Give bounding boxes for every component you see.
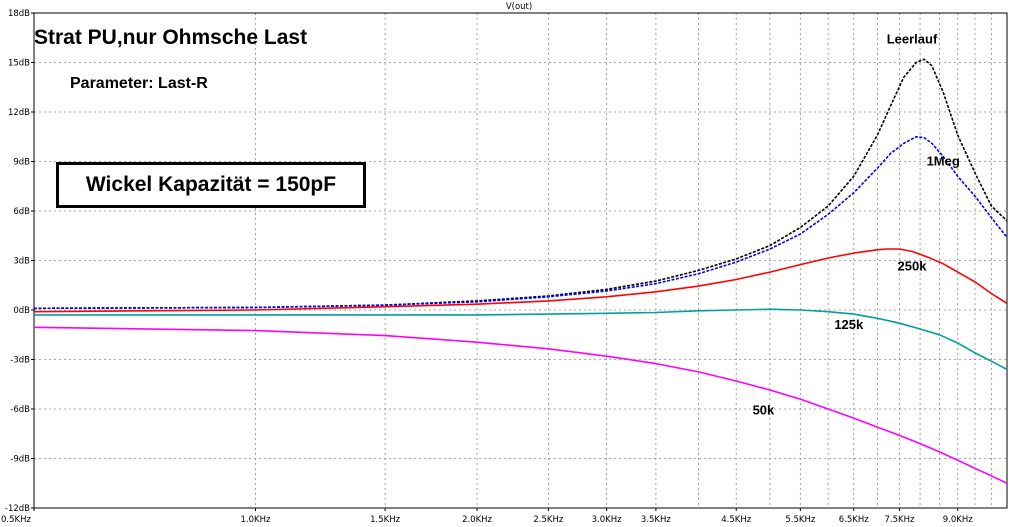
x-tick-label: 1.5KHz — [370, 515, 400, 525]
trace-label-50k: 50k — [753, 403, 775, 418]
trace-leerlauf — [33, 58, 1008, 310]
y-tick-label: 0dB — [13, 306, 30, 316]
grid — [34, 13, 1007, 508]
y-tick-label: 3dB — [13, 257, 30, 267]
trace-250k — [33, 248, 1008, 313]
trace-labels: Leerlauf 1Meg 250k 125k 50k — [753, 31, 960, 417]
y-tick-label: -9dB — [10, 455, 30, 465]
x-tick-label: 1.0KHz — [241, 515, 271, 525]
x-tick-label: 6.5KHz — [839, 515, 869, 525]
annotation-parameter: Parameter: Last-R — [70, 75, 208, 92]
x-tick-label: 3.5KHz — [641, 515, 671, 525]
x-tick-label: 9.0KHz — [943, 515, 973, 525]
trace-50k — [33, 326, 1008, 485]
x-tick-label: 2.5KHz — [533, 515, 563, 525]
x-tick-label: 5.5KHz — [785, 515, 815, 525]
trace-label-leerlauf: Leerlauf — [887, 31, 938, 46]
plot-title: V(out) — [506, 2, 532, 12]
trace-125k — [34, 308, 1008, 371]
y-tick-label: 9dB — [13, 158, 30, 168]
x-axis: 0.5KHz 1.0KHz 1.5KHz 2.0KHz 2.5KHz 3.0KHz 3.5K… — [1, 508, 973, 525]
trace-label-125k: 125k — [834, 317, 864, 332]
x-tick-label: 2.0KHz — [462, 515, 492, 525]
y-tick-label: -6dB — [10, 405, 30, 415]
y-tick-label: 18dB — [8, 9, 30, 19]
x-tick-label: 7.5KHz — [884, 515, 914, 525]
y-tick-label: -12dB — [5, 504, 30, 514]
y-tick-label: 6dB — [13, 207, 30, 217]
annotation-capacitance-box: Wickel Kapazität = 150pF — [56, 162, 366, 208]
x-tick-label: 4.5KHz — [721, 515, 751, 525]
traces — [33, 58, 1008, 485]
y-tick-label: 15dB — [8, 59, 30, 69]
trace-label-250k: 250k — [898, 258, 928, 273]
y-axis: 18dB 15dB 12dB 9dB 6dB 3dB 0dB -3dB -6dB -9dB -12d… — [5, 9, 34, 514]
x-tick-label: 3.0KHz — [592, 515, 622, 525]
trace-label-1meg: 1Meg — [927, 154, 960, 169]
y-tick-label: 12dB — [8, 108, 30, 118]
x-tick-label: 0.5KHz — [1, 515, 31, 525]
annotation-title: Strat PU,nur Ohmsche Last — [34, 26, 308, 49]
y-tick-label: -3dB — [10, 356, 30, 366]
